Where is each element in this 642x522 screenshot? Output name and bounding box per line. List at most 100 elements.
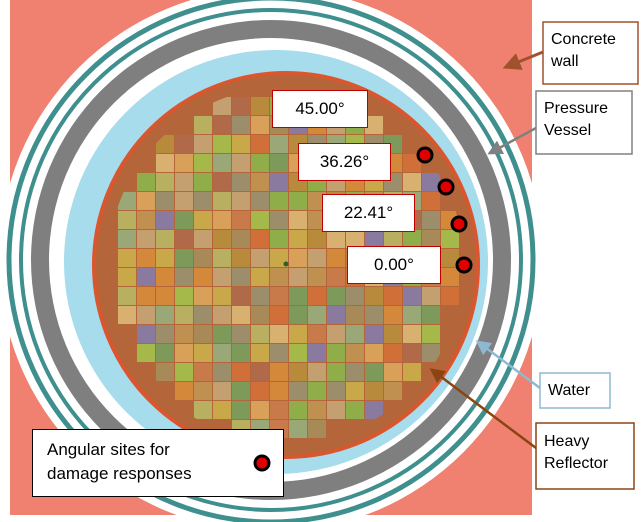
water-label-text: Water <box>548 382 591 399</box>
heavy-reflector-label: Heavy Reflector <box>537 428 615 478</box>
fuel-assembly <box>194 306 212 324</box>
angle-label-36-26: 36.26° <box>298 143 391 181</box>
fuel-assembly <box>365 382 383 400</box>
fuel-assembly <box>232 344 250 362</box>
fuel-assembly <box>403 306 421 324</box>
fuel-assembly <box>232 116 250 134</box>
fuel-assembly <box>213 173 231 191</box>
fuel-assembly <box>194 325 212 343</box>
fuel-assembly <box>232 363 250 381</box>
fuel-assembly <box>137 230 155 248</box>
vessel-callout-arrow <box>487 126 537 155</box>
fuel-assembly <box>213 97 231 115</box>
fuel-assembly <box>308 268 326 286</box>
fuel-assembly <box>175 325 193 343</box>
fuel-assembly <box>175 154 193 172</box>
fuel-assembly <box>365 363 383 381</box>
fuel-assembly <box>213 268 231 286</box>
fuel-assembly <box>327 382 345 400</box>
fuel-assembly <box>384 325 402 343</box>
fuel-assembly <box>346 287 364 305</box>
fuel-assembly <box>251 192 269 210</box>
fuel-assembly <box>213 116 231 134</box>
fuel-assembly <box>422 211 440 229</box>
fuel-assembly <box>365 344 383 362</box>
fuel-assembly <box>365 116 383 134</box>
fuel-assembly <box>213 382 231 400</box>
fuel-assembly <box>308 325 326 343</box>
fuel-assembly <box>251 306 269 324</box>
fuel-assembly <box>175 173 193 191</box>
fuel-assembly <box>213 344 231 362</box>
fuel-assembly <box>327 249 345 267</box>
fuel-assembly <box>422 344 440 362</box>
fuel-assembly <box>327 287 345 305</box>
fuel-assembly <box>251 249 269 267</box>
fuel-assembly <box>365 401 383 419</box>
fuel-assembly <box>194 135 212 153</box>
fuel-assembly <box>118 306 136 324</box>
fuel-assembly <box>175 287 193 305</box>
fuel-assembly <box>194 344 212 362</box>
fuel-assembly <box>403 154 421 172</box>
fuel-assembly <box>213 192 231 210</box>
fuel-assembly <box>289 325 307 343</box>
fuel-assembly <box>289 344 307 362</box>
vessel-label-line2: Vessel <box>544 122 592 139</box>
fuel-assembly <box>441 230 459 248</box>
fuel-assembly <box>194 268 212 286</box>
fuel-assembly <box>403 344 421 362</box>
fuel-assembly <box>384 306 402 324</box>
fuel-assembly <box>270 249 288 267</box>
fuel-assembly <box>270 268 288 286</box>
fuel-assembly <box>156 344 174 362</box>
fuel-assembly <box>175 230 193 248</box>
fuel-assembly <box>346 363 364 381</box>
fuel-assembly <box>308 192 326 210</box>
fuel-assembly <box>422 192 440 210</box>
fuel-assembly <box>194 173 212 191</box>
fuel-assembly <box>251 401 269 419</box>
fuel-assembly <box>194 154 212 172</box>
fuel-assembly <box>251 382 269 400</box>
fuel-assembly <box>270 287 288 305</box>
fuel-assembly <box>213 306 231 324</box>
fuel-assembly <box>308 363 326 381</box>
fuel-assembly <box>289 211 307 229</box>
fuel-assembly <box>232 401 250 419</box>
fuel-assembly <box>308 344 326 362</box>
fuel-assembly <box>137 306 155 324</box>
fuel-assembly <box>384 382 402 400</box>
fuel-assembly <box>175 192 193 210</box>
fuel-assembly <box>251 116 269 134</box>
fuel-assembly <box>289 420 307 438</box>
fuel-assembly <box>175 268 193 286</box>
fuel-assembly <box>232 230 250 248</box>
fuel-assembly <box>422 306 440 324</box>
fuel-assembly <box>270 211 288 229</box>
fuel-assembly <box>137 192 155 210</box>
fuel-assembly <box>308 230 326 248</box>
fuel-assembly <box>270 382 288 400</box>
fuel-assembly <box>232 173 250 191</box>
vessel-callout-frame <box>535 90 633 155</box>
fuel-assembly <box>232 325 250 343</box>
fuel-assembly <box>232 249 250 267</box>
angle-label-45: 45.00° <box>272 90 368 128</box>
fuel-assembly <box>289 249 307 267</box>
fuel-assembly <box>213 249 231 267</box>
fuel-assembly <box>270 173 288 191</box>
fuel-assembly <box>308 287 326 305</box>
fuel-assembly <box>156 230 174 248</box>
fuel-assembly <box>137 325 155 343</box>
site-marker-22-41 <box>437 178 455 196</box>
fuel-assembly <box>251 344 269 362</box>
fuel-assembly <box>308 306 326 324</box>
fuel-assembly <box>289 306 307 324</box>
concrete-wall-label: Concrete wall <box>544 26 623 76</box>
reflector-label-line1: Heavy <box>544 433 590 450</box>
fuel-assembly <box>289 268 307 286</box>
legend-site-marker <box>253 454 271 472</box>
fuel-assembly <box>232 154 250 172</box>
fuel-assembly <box>346 401 364 419</box>
